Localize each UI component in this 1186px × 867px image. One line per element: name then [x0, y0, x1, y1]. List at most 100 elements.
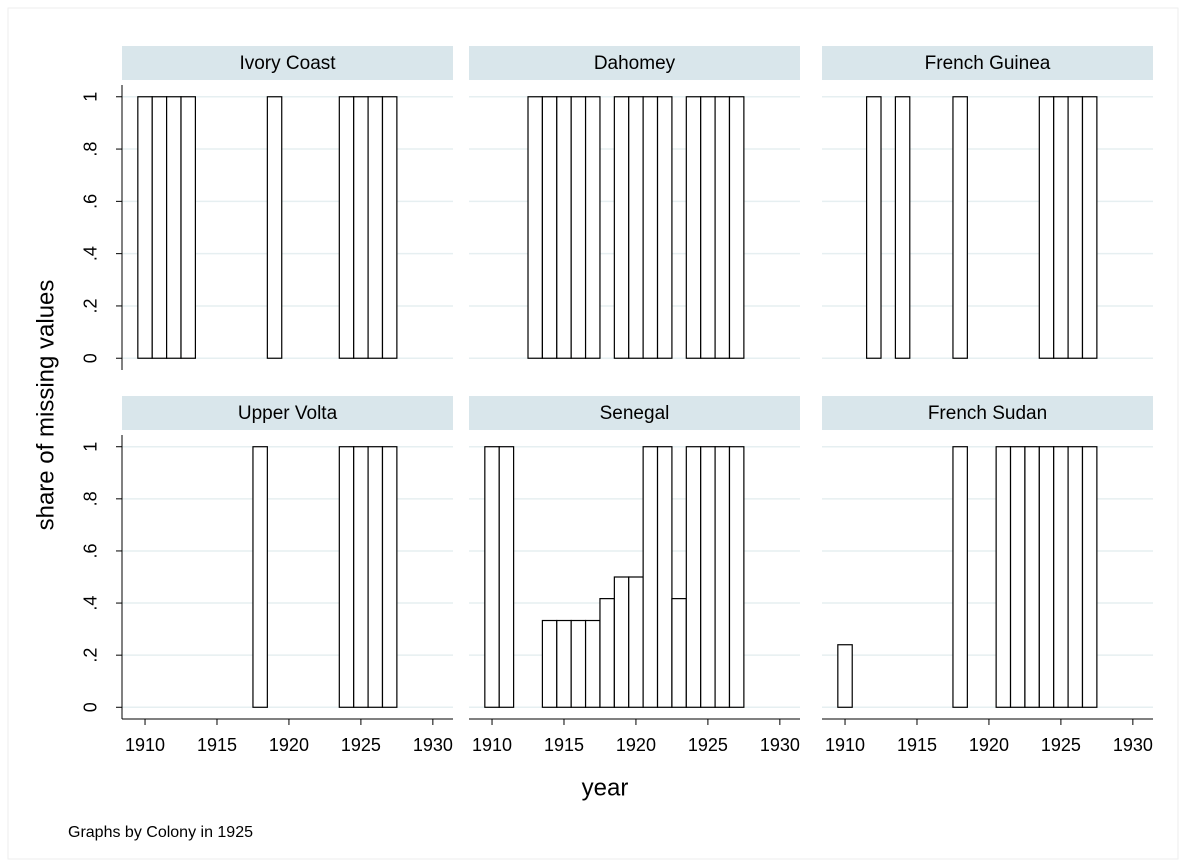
y-tick-label: .8 [81, 491, 101, 506]
panel-title: Dahomey [594, 53, 676, 74]
y-tick-label: .6 [81, 543, 101, 558]
bar [728, 446, 745, 708]
x-tick-label: 1915 [197, 735, 237, 755]
y-tick-label: 0 [81, 353, 101, 363]
y-tick-label: .2 [81, 298, 101, 313]
bar [556, 619, 572, 708]
bar [613, 576, 630, 708]
x-tick-label: 1925 [688, 735, 728, 755]
x-tick-label: 1910 [472, 735, 512, 755]
bar [266, 96, 283, 359]
bar [381, 446, 398, 708]
bar [137, 96, 153, 359]
bar [151, 96, 168, 359]
bar [952, 96, 968, 359]
panel-strip [469, 396, 800, 430]
x-tick-label: 1930 [413, 735, 453, 755]
bar [353, 446, 369, 708]
bar [599, 598, 615, 708]
bar [1053, 96, 1069, 359]
y-axis-title: share of missing values [32, 280, 59, 531]
bar [656, 446, 673, 708]
bar [714, 446, 731, 708]
x-tick-label: 1920 [269, 735, 309, 755]
x-tick-label: 1930 [1113, 735, 1153, 755]
bar [252, 446, 268, 708]
bar [1081, 96, 1098, 359]
x-tick-label: 1920 [969, 735, 1009, 755]
bar [498, 446, 515, 708]
bar [570, 619, 587, 708]
bar [685, 446, 702, 708]
panel-strip [469, 46, 800, 80]
panel-strip [122, 396, 453, 430]
bar [367, 96, 384, 359]
y-tick-label: .8 [81, 142, 101, 157]
panel-strip [122, 46, 453, 80]
bar [1038, 446, 1055, 708]
panel-title: Senegal [600, 403, 670, 424]
x-tick-label: 1915 [544, 735, 584, 755]
bar [338, 96, 355, 359]
x-tick-label: 1925 [1041, 735, 1081, 755]
y-tick-label: 1 [81, 92, 101, 102]
frame [7, 7, 1179, 860]
panel-strip [822, 46, 1153, 80]
bar [381, 96, 398, 359]
y-tick-label: 1 [81, 442, 101, 452]
bar [613, 96, 630, 359]
bar [714, 96, 731, 359]
x-axis-title: year [582, 774, 629, 801]
bar [1009, 446, 1026, 708]
bar [541, 96, 558, 359]
bar [556, 96, 572, 359]
bar [894, 96, 911, 359]
panel-title: French Guinea [925, 53, 1051, 74]
bar [671, 598, 687, 708]
y-tick-label: .4 [81, 246, 101, 261]
x-tick-label: 1910 [825, 735, 865, 755]
bar [628, 96, 644, 359]
bar [685, 96, 702, 359]
panel-title: Upper Volta [238, 403, 338, 424]
bar [700, 96, 716, 359]
bar [541, 619, 558, 708]
panel-title: French Sudan [928, 403, 1047, 424]
bar [353, 96, 369, 359]
x-tick-label: 1930 [760, 735, 800, 755]
bar [1053, 446, 1069, 708]
bar [642, 446, 659, 708]
note: Graphs by Colony in 1925 [68, 824, 253, 841]
bar [628, 576, 644, 708]
bar [584, 619, 601, 708]
bar [584, 96, 601, 359]
y-tick-label: .4 [81, 596, 101, 611]
bar [1081, 446, 1098, 708]
bar [484, 446, 500, 708]
bar [728, 96, 745, 359]
bar [700, 446, 716, 708]
bar [866, 96, 882, 359]
bar [837, 644, 853, 708]
bar [995, 446, 1012, 708]
panel-title: Ivory Coast [239, 53, 336, 74]
bar [570, 96, 587, 359]
x-tick-label: 1920 [616, 735, 656, 755]
x-tick-label: 1915 [897, 735, 937, 755]
bar [1067, 96, 1084, 359]
bar [1024, 446, 1040, 708]
y-tick-label: .6 [81, 194, 101, 209]
y-tick-label: .2 [81, 648, 101, 663]
x-tick-label: 1910 [125, 735, 165, 755]
panel-strip [822, 396, 1153, 430]
bar [527, 96, 543, 359]
bar [642, 96, 659, 359]
x-tick-label: 1925 [341, 735, 381, 755]
bar [656, 96, 673, 359]
bar [180, 96, 196, 359]
bar [1067, 446, 1084, 708]
bar [338, 446, 355, 708]
bar [367, 446, 384, 708]
